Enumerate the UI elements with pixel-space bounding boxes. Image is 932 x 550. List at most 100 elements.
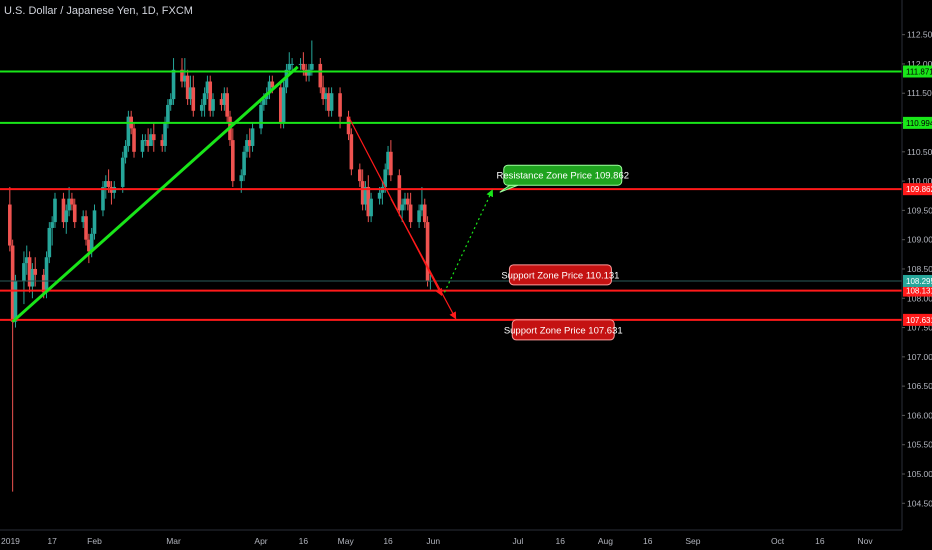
candle-body <box>67 198 71 211</box>
candle <box>126 110 131 152</box>
candle-body <box>126 116 131 146</box>
candle <box>84 210 88 246</box>
support-callout[interactable]: Support Zone Price 110.131 <box>501 264 619 286</box>
candle <box>50 216 54 246</box>
candle-body <box>326 93 331 111</box>
candle <box>219 93 224 111</box>
candle <box>417 204 421 228</box>
candle <box>222 87 227 111</box>
candle-body <box>8 204 12 246</box>
candle <box>24 245 29 275</box>
candle <box>81 210 86 228</box>
candle <box>307 63 311 82</box>
candle <box>10 239 15 492</box>
candle <box>168 93 173 111</box>
candle-body <box>422 204 427 223</box>
candle-body <box>369 198 373 217</box>
support-callout[interactable]: Support Zone Price 107.631 <box>504 319 623 341</box>
candle-body <box>338 93 342 117</box>
candle <box>199 99 204 117</box>
candle-body <box>239 175 244 182</box>
svg-text:108.295: 108.295 <box>906 277 932 286</box>
candle <box>53 192 57 228</box>
candle-body <box>360 181 365 205</box>
candle <box>397 169 402 217</box>
candle-body <box>106 181 111 187</box>
candle-body <box>358 169 362 182</box>
price-tag: 109.862 <box>903 183 932 196</box>
candle-body <box>425 222 430 281</box>
candle <box>349 128 354 176</box>
price-tick-label: 105.500 <box>907 440 932 450</box>
candle-body <box>270 81 275 88</box>
candle <box>247 128 252 158</box>
time-tick-label: Mar <box>166 536 181 546</box>
candle <box>61 192 66 228</box>
trend-line[interactable] <box>390 198 457 320</box>
svg-text:108.131: 108.131 <box>906 287 932 296</box>
candle-body <box>171 69 176 100</box>
candle <box>64 204 69 234</box>
candle-body <box>146 140 150 146</box>
candle <box>338 87 342 129</box>
candle <box>267 75 272 100</box>
candle-body <box>250 128 255 146</box>
candle <box>346 110 351 141</box>
candle <box>205 75 210 100</box>
candle-body <box>245 140 249 152</box>
time-tick-label: Jul <box>512 536 523 546</box>
candle <box>369 192 373 223</box>
trend-line[interactable] <box>443 189 494 293</box>
resistance-callout[interactable]: Resistance Zone Price 109.862 <box>496 164 629 193</box>
candle-body <box>185 75 190 100</box>
svg-text:107.631: 107.631 <box>906 316 932 325</box>
candle-body <box>30 268 35 287</box>
candle <box>188 75 193 105</box>
price-tag: 107.631 <box>903 313 932 326</box>
candle-body <box>70 198 74 205</box>
time-tick-label: 16 <box>555 536 565 546</box>
candle-body <box>406 198 410 205</box>
time-tick-label: May <box>338 536 355 546</box>
candle-body <box>321 87 325 100</box>
candle-body <box>310 63 314 70</box>
price-tick-label: 104.500 <box>907 498 932 508</box>
candle-body <box>120 157 125 187</box>
candle <box>403 192 407 211</box>
candle <box>318 58 323 94</box>
candle-body <box>166 104 170 123</box>
price-tag: 108.131 <box>903 284 932 297</box>
candle-body <box>400 204 404 211</box>
candle-body <box>64 210 69 223</box>
trend-line[interactable] <box>11 65 299 323</box>
time-tick-label: Apr <box>254 536 267 546</box>
price-tick-label: 109.000 <box>907 235 932 245</box>
candle-body <box>47 227 52 258</box>
candle-body <box>247 140 252 146</box>
svg-text:111.871: 111.871 <box>906 67 932 76</box>
price-tick-label: 108.000 <box>907 293 932 303</box>
trend-lines-layer <box>11 65 494 323</box>
candle-body <box>205 81 210 94</box>
candle <box>366 175 371 223</box>
candle-body <box>87 239 91 252</box>
candle-body <box>298 63 303 65</box>
candle-body <box>366 186 371 217</box>
candle <box>183 58 187 88</box>
price-axis[interactable]: 112.500112.000111.500111.000110.500110.0… <box>901 0 932 530</box>
candle <box>329 87 334 117</box>
time-tick-label: Oct <box>771 536 785 546</box>
candle-body <box>386 151 390 170</box>
candle <box>120 151 125 193</box>
candle-body <box>397 175 402 211</box>
candle-body <box>262 99 266 105</box>
time-tick-label: Feb <box>87 536 102 546</box>
candle <box>202 87 207 117</box>
price-tick-label: 110.500 <box>907 147 932 157</box>
candle-body <box>160 140 165 146</box>
candle-body <box>24 257 29 264</box>
time-axis[interactable]: 2019 17 Feb Mar Apr 16 May 16 Jun Jul 16 Aug 16 Sep Oc… <box>0 529 902 546</box>
candle <box>231 128 235 187</box>
candle-body <box>183 75 187 82</box>
